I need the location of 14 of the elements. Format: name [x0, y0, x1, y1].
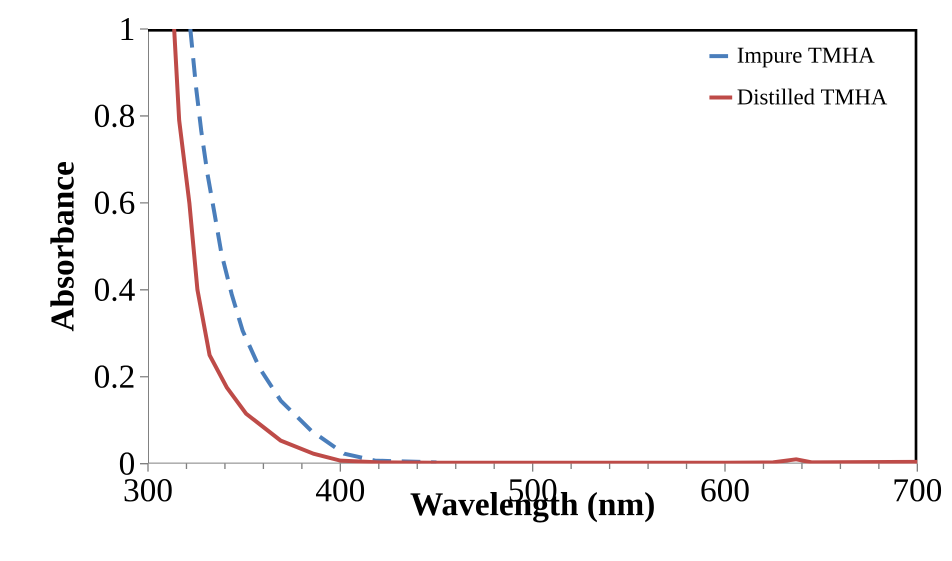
y-tick-label: 0.2 — [94, 365, 134, 388]
line-series — [188, 29, 438, 464]
y-tick-label: 0.4 — [94, 278, 135, 302]
y-tick-label: 1 — [122, 18, 134, 40]
y-tick-label: 0.6 — [94, 192, 134, 214]
y-tick-label: 0 — [120, 452, 134, 475]
x-tick-label: 700 — [894, 479, 942, 502]
legend-label: Distilled TMHA — [737, 88, 888, 105]
x-tick-label: 300 — [124, 479, 172, 502]
y-tick-label: 0.8 — [94, 104, 134, 128]
x-tick-label: 600 — [701, 479, 749, 502]
y-axis-title: Absorbance — [50, 162, 74, 332]
legend-label: Impure TMHA — [738, 48, 875, 68]
x-tick-label: 400 — [316, 479, 364, 502]
